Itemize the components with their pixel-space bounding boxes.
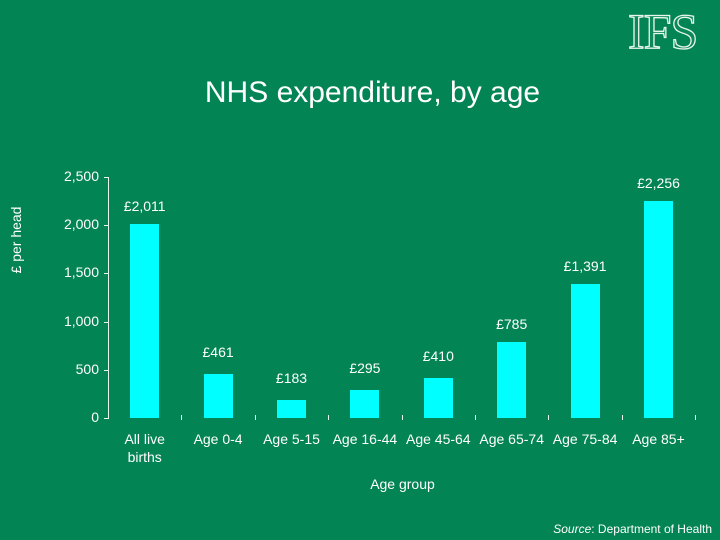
x-tick-mark (475, 415, 476, 420)
x-tick-label-line: Age 65-74 (479, 431, 544, 447)
x-tick-label-line: Age 16-44 (332, 431, 398, 447)
y-axis-line (108, 177, 109, 419)
bar (350, 389, 380, 418)
y-tick-mark (104, 418, 109, 419)
x-tick-mark (621, 415, 623, 420)
y-tick-label: 2,000 (63, 216, 99, 233)
x-axis-title: Age group (370, 476, 435, 492)
x-tick-label: Age 75-84 (548, 430, 622, 448)
y-tick-mark (104, 321, 109, 323)
bar-value-label: £2,011 (123, 198, 166, 215)
bar-value-label: £785 (496, 316, 528, 333)
source-text: : Department of Health (591, 522, 712, 536)
bar-value-label: £410 (422, 348, 454, 365)
x-tick-mark (254, 415, 256, 420)
y-axis-title: £ per head (8, 206, 24, 274)
x-tick-label: All live births (108, 430, 182, 466)
bar (570, 283, 600, 418)
bar-value-label: £183 (275, 370, 308, 387)
x-tick-label-line: Age 85+ (632, 431, 685, 447)
x-tick-label: Age 0-4 (181, 430, 255, 448)
x-tick-label-line: Age 45-64 (405, 431, 471, 447)
bar (130, 224, 160, 418)
x-tick-label: Age 65-74 (475, 430, 549, 448)
y-tick-label: 0 (91, 409, 99, 425)
x-tick-label: Age 16-44 (328, 430, 402, 448)
source-prefix: Source (553, 522, 592, 536)
x-tick-mark (548, 415, 550, 420)
y-tick-label: 2,500 (63, 168, 99, 184)
ifs-logo: IFS (627, 3, 699, 59)
bar (423, 378, 453, 418)
bar-value-label: £2,256 (637, 174, 680, 191)
bar (203, 373, 233, 418)
bar-value-label: £461 (202, 343, 234, 360)
x-tick-mark (181, 415, 183, 420)
bar (497, 342, 527, 418)
y-tick-mark (104, 273, 109, 275)
y-tick-mark (104, 369, 109, 371)
y-tick-label: 500 (75, 360, 99, 377)
bar-value-label: £295 (349, 359, 381, 376)
source-note: Source: Department of Health (553, 522, 712, 536)
x-tick-label-line: All live (124, 431, 165, 447)
bar-value-label: £1,391 (563, 257, 607, 274)
x-tick-label: Age 5-15 (255, 430, 329, 448)
bar (277, 400, 306, 418)
y-tick-label: 1,000 (63, 312, 99, 329)
chart-title: NHS expenditure, by age (204, 76, 541, 109)
x-tick-mark (328, 415, 330, 420)
x-tick-mark (695, 415, 697, 420)
y-tick-mark (104, 225, 109, 227)
x-tick-label-line: Age 5-15 (263, 431, 320, 447)
bar (644, 200, 673, 418)
y-tick-mark (104, 177, 109, 178)
x-tick-label: Age 85+ (622, 430, 696, 448)
x-tick-label: Age 45-64 (401, 430, 475, 448)
x-tick-label-line: births (127, 449, 162, 465)
x-tick-label-line: Age 75-84 (552, 431, 618, 447)
y-tick-label: 1,500 (63, 264, 99, 281)
x-tick-mark (401, 415, 403, 420)
x-tick-label-line: Age 0-4 (193, 431, 243, 447)
